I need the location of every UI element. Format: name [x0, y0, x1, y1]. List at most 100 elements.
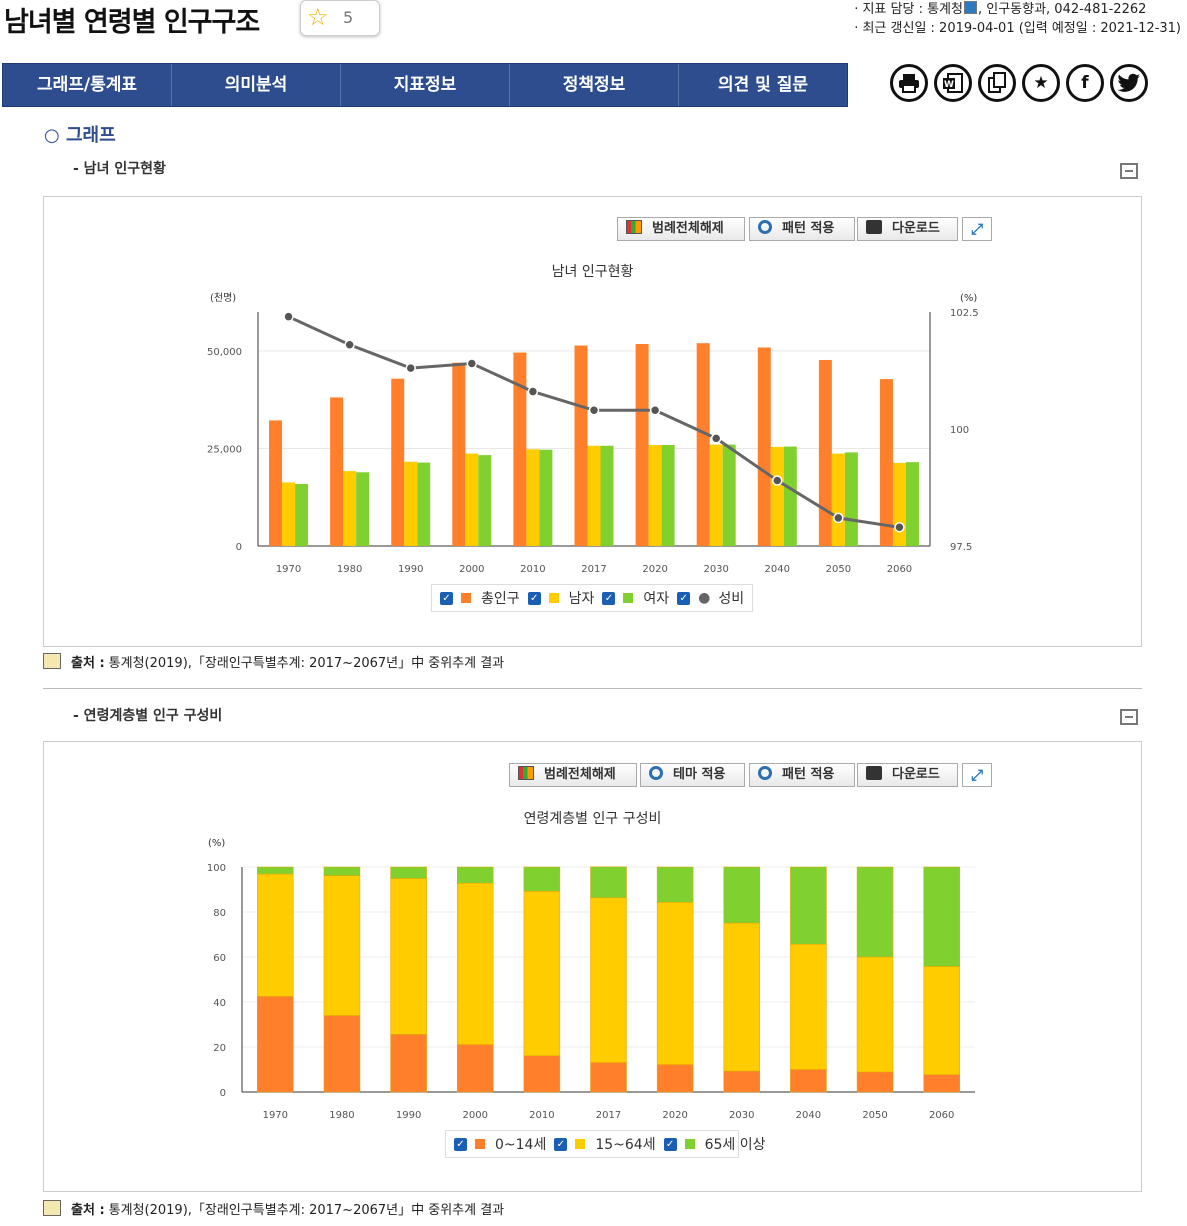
segment-age-0-14 [856, 1071, 894, 1093]
x-tick-label: 2060 [887, 564, 912, 575]
tab-feedback[interactable]: 의견 및 질문 [717, 75, 809, 95]
legend-label: 총인구 [481, 591, 520, 607]
bar-male [343, 471, 357, 546]
word-icon[interactable]: W [934, 64, 972, 102]
legend-item-age-15-64[interactable]: ✓ 15~64세 [554, 1134, 656, 1154]
x-tick-label: 1970 [263, 1110, 288, 1121]
swatch-green [623, 593, 634, 603]
checkbox-icon[interactable]: ✓ [440, 591, 453, 605]
swatch-green [684, 1139, 695, 1149]
sex-ratio-point [527, 386, 539, 397]
facebook-icon[interactable]: f [1066, 64, 1104, 102]
segment-age-0-14 [923, 1074, 960, 1093]
segment-age-65-plus [390, 866, 427, 879]
rating-button[interactable]: ☆ 5 [300, 0, 380, 36]
source-text: 통계청(2019),「장래인구특별추계: 2017~2067년」中 중위추계 결… [108, 656, 505, 671]
meta-contact: , 인구동향과, 042-481-2262 [977, 2, 1147, 17]
x-tick-label: 2010 [529, 1110, 554, 1121]
bar-female [356, 472, 370, 546]
checkbox-icon[interactable]: ✓ [454, 1137, 467, 1151]
bar-female [417, 462, 431, 546]
segment-age-65-plus [590, 866, 627, 899]
download-button[interactable]: 다운로드 [857, 217, 958, 241]
download-label: 다운로드 [892, 221, 940, 236]
chart2-subtitle: - 연령계층별 인구 구성비 [73, 708, 223, 724]
meta-owner: · 지표 담당 : 통계청 [854, 2, 963, 17]
legend-label: 남자 [568, 591, 595, 607]
legend-item-total[interactable]: ✓ 총인구 [440, 588, 520, 608]
download-button[interactable]: 다운로드 [857, 763, 958, 787]
printer-icon[interactable] [890, 64, 928, 102]
legend-item-male[interactable]: ✓ 남자 [527, 588, 595, 608]
segment-age-65-plus [523, 866, 561, 892]
collapse-chart1-button[interactable] [1120, 163, 1138, 179]
x-tick-label: 1990 [398, 564, 423, 575]
tab-indicator-info[interactable]: 지표정보 [341, 64, 510, 106]
collapse-chart2-button[interactable] [1120, 709, 1138, 725]
checkbox-icon[interactable]: ✓ [602, 591, 616, 605]
sex-ratio-point [405, 362, 416, 374]
bar-female [783, 446, 797, 546]
checkbox-icon[interactable]: ✓ [554, 1137, 568, 1151]
legend-label: 성비 [718, 591, 745, 607]
bar-male [465, 453, 479, 546]
chart2-title: 연령계층별 인구 구성비 [523, 811, 662, 827]
checkbox-icon[interactable]: ✓ [677, 591, 691, 605]
swatch-yellow [575, 1139, 586, 1149]
expand-icon[interactable]: ⤢ [962, 763, 992, 787]
svg-text:W: W [944, 80, 954, 90]
segment-age-65-plus [257, 866, 294, 875]
x-tick-label: 1970 [276, 564, 301, 575]
segment-age-15-64 [456, 882, 494, 1045]
copy-icon[interactable] [978, 64, 1016, 102]
y-tick-label: 50,000 [207, 347, 242, 358]
legend-item-sex-ratio[interactable]: ✓ ● 성비 [677, 588, 744, 608]
y-tick-label: 20 [213, 1043, 226, 1054]
legend-item-age-0-14[interactable]: ✓ 0~14세 [454, 1134, 546, 1154]
segment-age-0-14 [523, 1055, 561, 1093]
y-axis-unit: (천명) [210, 292, 236, 304]
segment-age-15-64 [723, 922, 761, 1072]
checkbox-icon[interactable]: ✓ [663, 1137, 677, 1151]
legend-item-female[interactable]: ✓ 여자 [602, 588, 669, 608]
expand-icon[interactable]: ⤢ [962, 217, 992, 241]
y2-tick-label: 97.5 [950, 542, 972, 553]
chart1-panel: 범례전체해제 패턴 적용 다운로드 ⤢ 남녀 인구현황 0 25,000 50,00… [43, 196, 1142, 647]
y-tick-label: 25,000 [207, 445, 242, 456]
tab-policy-info[interactable]: 정책정보 [510, 64, 679, 106]
segment-age-65-plus [656, 866, 694, 903]
bar-total [574, 345, 588, 546]
bar-female [661, 444, 675, 546]
bar-total [818, 359, 832, 546]
chart1-plot: 0 25,000 50,000 97.5 100 102.5 (천명) (%) 1970 1980… [207, 292, 979, 575]
sex-ratio-point [772, 475, 783, 486]
segment-age-15-64 [323, 875, 361, 1016]
bar-total [513, 352, 527, 546]
segment-age-65-plus [323, 866, 361, 876]
x-tick-label: 2040 [765, 564, 790, 575]
checkbox-icon[interactable]: ✓ [527, 591, 541, 605]
legend-item-age-65-plus[interactable]: ✓ 65세 이상 [663, 1134, 766, 1154]
legend-toggle-all-button[interactable]: 범례전체해제 [617, 217, 745, 241]
bar-total [757, 347, 771, 546]
chart-icon [626, 220, 642, 234]
x-tick-label: 2000 [463, 1110, 488, 1121]
star-icon[interactable]: ★ [1022, 64, 1060, 102]
y-tick-label: 80 [213, 908, 226, 919]
legend-label: 65세 이상 [704, 1137, 766, 1153]
chart2-legend: ✓ 0~14세 ✓ 15~64세 ✓ 65세 이상 [445, 1130, 766, 1158]
tab-analysis[interactable]: 의미분석 [172, 64, 341, 106]
tab-graph-table[interactable]: 그래프/통계표 [3, 64, 172, 106]
legend-toggle-all-button[interactable]: 범례전체해제 [509, 763, 637, 787]
x-tick-label: 2050 [862, 1110, 887, 1121]
chart2-source: 출처 : 통계청(2019),「장래인구특별추계: 2017~2067년」中 중위… [43, 1199, 504, 1218]
x-tick-label: 2010 [520, 564, 545, 575]
pattern-apply-button[interactable]: 패턴 적용 [749, 217, 855, 241]
y-tick-label: 0 [220, 1088, 226, 1099]
twitter-icon[interactable] [1110, 64, 1148, 102]
rating-count: 5 [343, 8, 354, 27]
theme-apply-button[interactable]: 테마 적용 [640, 763, 745, 787]
bar-total [879, 379, 893, 546]
pattern-apply-button[interactable]: 패턴 적용 [749, 763, 855, 787]
link-icon[interactable] [963, 1, 977, 14]
